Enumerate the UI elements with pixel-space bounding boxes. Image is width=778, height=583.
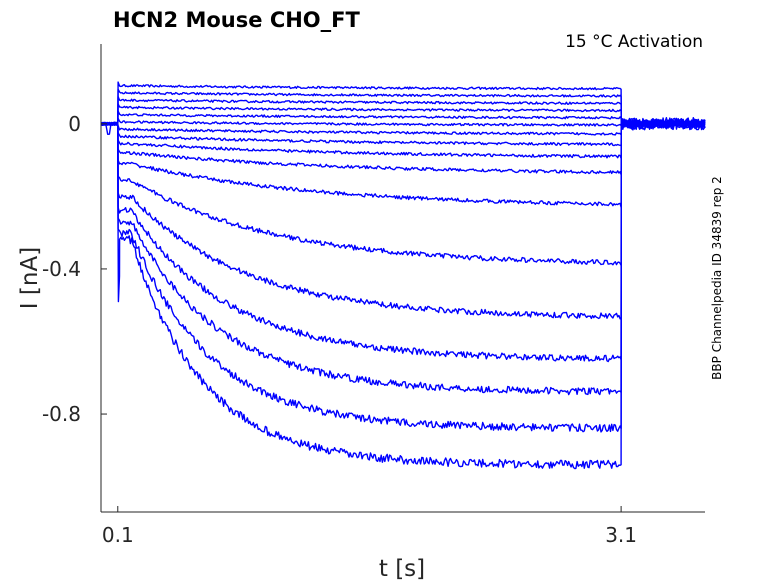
x-axis-label: t [s]: [379, 556, 425, 582]
current-trace: [100, 117, 706, 470]
x-ticks: 0.1 3.1: [102, 506, 637, 547]
current-trace: [100, 117, 706, 433]
current-trace: [101, 118, 706, 320]
current-trace: [100, 95, 706, 127]
x-tick-label: 3.1: [605, 523, 637, 547]
y-tick-label: 0: [68, 112, 81, 136]
y-tick-label: -0.8: [42, 402, 81, 426]
current-trace: [100, 117, 706, 396]
current-trace: [100, 117, 706, 128]
current-trace: [100, 119, 706, 147]
current-trace: [100, 118, 706, 266]
current-trace: [100, 88, 706, 127]
y-tick-label: -0.4: [42, 257, 81, 281]
condition-annotation: 15 °C Activation: [565, 32, 703, 52]
current-trace: [100, 119, 706, 159]
current-trace: [100, 118, 706, 208]
current-trace: [100, 117, 706, 363]
chart-title: HCN2 Mouse CHO_FT: [113, 8, 360, 32]
y-ticks: 0 -0.4 -0.8: [42, 112, 107, 426]
source-id-label: BBP Channelpedia ID 34839 rep 2: [710, 176, 724, 380]
current-trace: [100, 119, 706, 176]
current-trace: [100, 103, 706, 127]
x-tick-label: 0.1: [102, 523, 134, 547]
current-trace: [100, 110, 706, 128]
current-trace: [100, 81, 706, 135]
current-traces: [100, 81, 706, 470]
current-trace: [100, 119, 706, 136]
y-axis-label: I [nA]: [17, 247, 43, 309]
